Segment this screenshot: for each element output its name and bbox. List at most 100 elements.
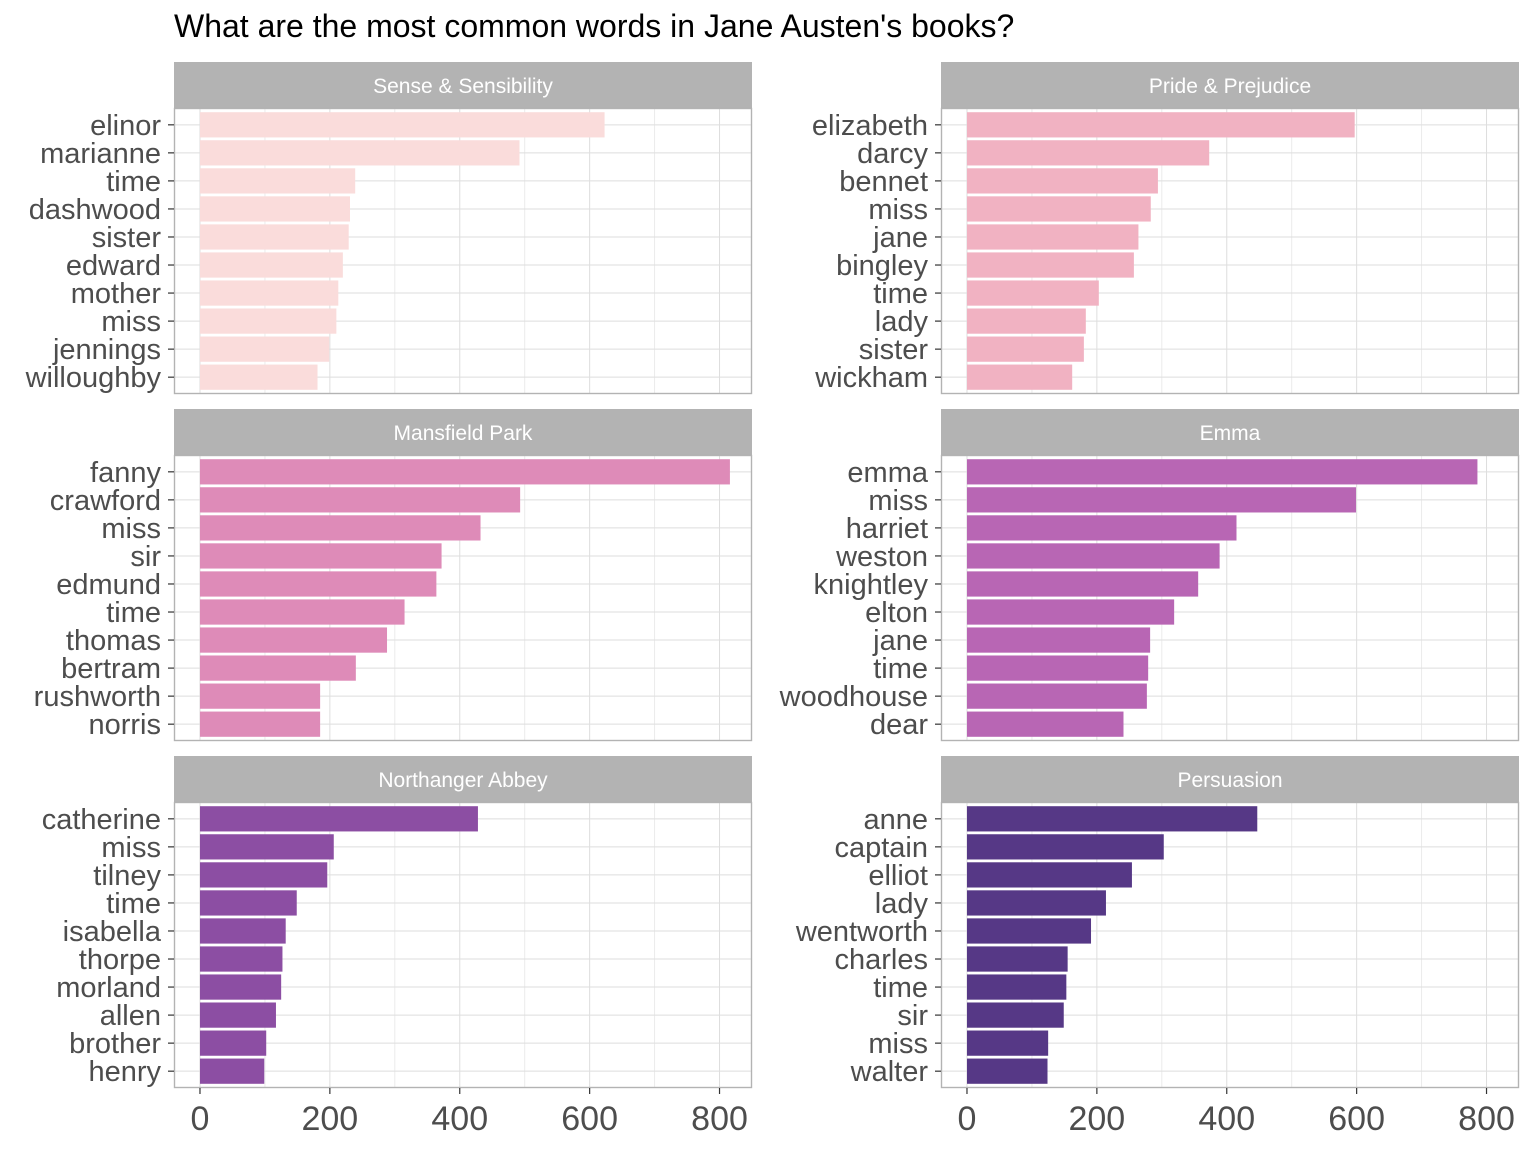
- bar-emma-dear: [966, 711, 1124, 737]
- bar-northanger-abbey-time: [199, 890, 297, 916]
- bar-sense-sensibility-mother: [199, 280, 339, 306]
- facet-strip: [174, 756, 752, 802]
- facet-strip: [941, 62, 1519, 108]
- y-tick-label: miss: [868, 1028, 928, 1060]
- y-tick-label: bennet: [839, 166, 928, 198]
- y-tick-label: elizabeth: [812, 110, 928, 142]
- x-tick-label: 200: [1068, 1100, 1125, 1138]
- y-tick-label: miss: [101, 513, 161, 545]
- y-tick-label: miss: [101, 306, 161, 338]
- panel-border: [173, 801, 753, 1089]
- bar-mansfield-park-sir: [199, 543, 442, 569]
- bar-persuasion-captain: [966, 834, 1164, 860]
- y-tick-label: edward: [66, 250, 161, 282]
- bar-mansfield-park-edmund: [199, 571, 437, 597]
- bar-mansfield-park-fanny: [199, 459, 730, 485]
- y-tick-label: morland: [56, 972, 161, 1004]
- y-tick-label: jane: [872, 222, 928, 254]
- bar-northanger-abbey-miss: [199, 834, 334, 860]
- bar-persuasion-walter: [966, 1058, 1048, 1084]
- bar-pride-prejudice-bingley: [966, 252, 1134, 278]
- y-tick-label: time: [873, 278, 928, 310]
- bar-northanger-abbey-brother: [199, 1030, 267, 1056]
- y-tick-label: time: [106, 888, 161, 920]
- facet-strip-label: Emma: [1200, 422, 1261, 445]
- bar-northanger-abbey-isabella: [199, 918, 286, 944]
- panel-border: [173, 454, 753, 742]
- bar-persuasion-anne: [966, 806, 1258, 832]
- y-tick-label: allen: [100, 1000, 161, 1032]
- bar-northanger-abbey-henry: [199, 1058, 265, 1084]
- facet-strip: [941, 409, 1519, 455]
- bar-mansfield-park-miss: [199, 515, 481, 541]
- y-tick-label: sir: [130, 541, 161, 573]
- y-tick-label: elliot: [868, 860, 928, 892]
- y-tick-label: miss: [101, 832, 161, 864]
- y-tick-label: charles: [835, 944, 929, 976]
- bar-pride-prejudice-wickham: [966, 364, 1073, 390]
- bar-mansfield-park-time: [199, 599, 405, 625]
- panel-border: [940, 454, 1520, 742]
- bar-persuasion-sir: [966, 1002, 1064, 1028]
- facet-pride-prejudice: Pride & Prejudice elizabethdarcybennetmis…: [812, 62, 1520, 395]
- bar-mansfield-park-thomas: [199, 627, 388, 653]
- facet-strip: [174, 409, 752, 455]
- bar-pride-prejudice-sister: [966, 336, 1084, 362]
- bar-northanger-abbey-catherine: [199, 806, 478, 832]
- facet-strip-label: Sense & Sensibility: [373, 75, 553, 98]
- bar-sense-sensibility-dashwood: [199, 196, 350, 222]
- facet-sense-sensibility: Sense & Sensibility elinormariannetimedas…: [25, 62, 753, 395]
- bar-persuasion-charles: [966, 946, 1068, 972]
- facet-mansfield-park: Mansfield Park fannycrawfordmisssiredmund…: [34, 409, 753, 742]
- bar-mansfield-park-bertram: [199, 655, 356, 681]
- bar-emma-jane: [966, 627, 1151, 653]
- panel-border: [940, 107, 1520, 395]
- panel-border: [173, 107, 753, 395]
- x-tick-label: 800: [1458, 1100, 1515, 1138]
- x-tick-label: 800: [691, 1100, 748, 1138]
- y-tick-label: miss: [868, 485, 928, 517]
- y-tick-label: woodhouse: [779, 681, 928, 713]
- y-tick-label: crawford: [50, 485, 161, 517]
- y-tick-label: marianne: [40, 138, 161, 170]
- y-tick-label: lady: [875, 306, 929, 338]
- y-tick-label: sister: [859, 334, 929, 366]
- y-tick-label: sister: [92, 222, 162, 254]
- bar-emma-harriet: [966, 515, 1237, 541]
- facet-emma: Emma emmamissharrietwestonknightleyeltonj…: [779, 409, 1520, 742]
- bar-sense-sensibility-miss: [199, 308, 337, 334]
- y-tick-label: thorpe: [79, 944, 161, 976]
- bar-pride-prejudice-time: [966, 280, 1099, 306]
- bar-mansfield-park-norris: [199, 711, 321, 737]
- bar-pride-prejudice-bennet: [966, 168, 1158, 194]
- bar-northanger-abbey-thorpe: [199, 946, 283, 972]
- facet-strip-label: Pride & Prejudice: [1149, 75, 1311, 98]
- y-tick-label: edmund: [56, 569, 161, 601]
- y-tick-label: lady: [875, 888, 929, 920]
- bar-emma-knightley: [966, 571, 1199, 597]
- bar-sense-sensibility-elinor: [199, 112, 605, 138]
- facet-strip: [941, 756, 1519, 802]
- facet-northanger-abbey: Northanger Abbey catherinemisstilneytimei…: [42, 756, 753, 1138]
- panel-border: [940, 801, 1520, 1089]
- bar-pride-prejudice-darcy: [966, 140, 1210, 166]
- x-tick-label: 0: [958, 1100, 977, 1138]
- y-tick-label: wentworth: [795, 916, 928, 948]
- bar-persuasion-miss: [966, 1030, 1049, 1056]
- bar-persuasion-elliot: [966, 862, 1132, 888]
- bar-sense-sensibility-jennings: [199, 336, 330, 362]
- bar-sense-sensibility-edward: [199, 252, 343, 278]
- y-tick-label: bertram: [61, 653, 161, 685]
- bar-persuasion-time: [966, 974, 1067, 1000]
- y-tick-label: darcy: [857, 138, 928, 170]
- x-tick-label: 0: [191, 1100, 210, 1138]
- bar-northanger-abbey-tilney: [199, 862, 328, 888]
- bar-sense-sensibility-marianne: [199, 140, 520, 166]
- y-tick-label: walter: [850, 1056, 929, 1088]
- bar-sense-sensibility-time: [199, 168, 356, 194]
- y-tick-label: bingley: [836, 250, 928, 282]
- y-tick-label: rushworth: [34, 681, 161, 713]
- facet-strip: [174, 62, 752, 108]
- y-tick-label: isabella: [63, 916, 162, 948]
